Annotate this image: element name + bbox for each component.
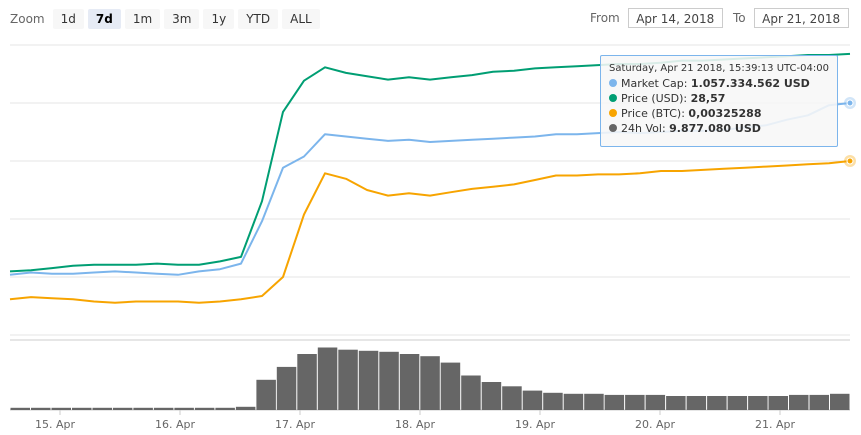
volume-bar — [10, 407, 30, 410]
volume-bar — [235, 406, 256, 410]
volume-bar — [584, 393, 604, 410]
range-to: To Apr 21, 2018 — [733, 8, 849, 28]
x-tick-label: 18. Apr — [395, 418, 435, 431]
to-date-input[interactable]: Apr 21, 2018 — [753, 8, 849, 28]
tooltip-name: Market Cap — [621, 77, 684, 90]
volume-bar — [72, 407, 92, 410]
tooltip-row-market-cap: Market Cap: 1.057.334.562 USD — [609, 76, 829, 91]
volume-bar — [768, 396, 788, 410]
volume-bar — [358, 350, 379, 410]
tooltip-value: 9.877.080 USD — [669, 122, 761, 135]
volume-bar — [440, 362, 461, 410]
x-tick-label: 20. Apr — [635, 418, 675, 431]
zoom-1y-button[interactable]: 1y — [203, 9, 235, 29]
volume-bar — [112, 407, 133, 410]
volume-bar — [92, 407, 112, 410]
tooltip-row-volume: 24h Vol: 9.877.080 USD — [609, 121, 829, 136]
volume-bar — [215, 407, 235, 410]
volume-dot-icon — [609, 124, 617, 132]
from-label: From — [590, 11, 620, 25]
volume-bar — [51, 407, 71, 410]
x-tick-label: 21. Apr — [755, 418, 795, 431]
volume-bar — [481, 382, 502, 410]
price-usd-dot-icon — [609, 94, 617, 102]
zoom-1m-button[interactable]: 1m — [124, 9, 161, 29]
volume-bar — [256, 379, 276, 410]
volume-bar — [194, 407, 215, 410]
volume-bar — [502, 386, 522, 410]
hover-point — [846, 157, 854, 165]
x-axis-ticks: 15. Apr 16. Apr 17. Apr 18. Apr 19. Apr 20. A… — [35, 410, 795, 431]
volume-bar — [666, 396, 686, 410]
tooltip-value: 1.057.334.562 USD — [690, 77, 810, 90]
volume-bar — [748, 396, 768, 410]
volume-bar — [133, 407, 153, 410]
tooltip-name: Price (BTC) — [621, 107, 682, 120]
volume-bar — [686, 396, 707, 410]
hover-markers — [844, 97, 856, 167]
x-tick-label: 15. Apr — [35, 418, 75, 431]
volume-bar — [830, 393, 850, 410]
volume-bar — [645, 394, 666, 410]
volume-bars — [10, 347, 850, 410]
zoom-ytd-button[interactable]: YTD — [238, 9, 279, 29]
volume-bar — [625, 394, 645, 410]
volume-bar — [174, 407, 194, 410]
volume-bar — [809, 394, 829, 410]
volume-bar — [522, 390, 543, 410]
zoom-1d-button[interactable]: 1d — [52, 9, 84, 29]
volume-bar — [789, 394, 809, 410]
x-tick-label: 16. Apr — [155, 418, 195, 431]
price-btc-dot-icon — [609, 109, 617, 117]
to-label: To — [733, 11, 746, 25]
volume-bar — [707, 396, 727, 410]
volume-bar — [727, 396, 748, 410]
volume-bar — [543, 392, 563, 410]
hover-point — [846, 99, 854, 107]
volume-bar — [563, 393, 584, 410]
zoom-label: Zoom — [10, 12, 45, 26]
tooltip-date: Saturday, Apr 21 2018, 15:39:13 UTC-04:0… — [609, 63, 829, 74]
zoom-all-button[interactable]: ALL — [282, 9, 320, 29]
volume-bar — [379, 351, 399, 410]
volume-bar — [153, 407, 174, 410]
volume-bar — [276, 366, 297, 410]
tooltip-name: 24h Vol — [621, 122, 662, 135]
volume-bar — [297, 354, 317, 410]
tooltip-value: 28,57 — [690, 92, 726, 105]
tooltip-name: Price (USD) — [621, 92, 684, 105]
volume-bar — [31, 407, 51, 410]
x-tick-label: 19. Apr — [515, 418, 555, 431]
series-line-price-btc- — [9, 160, 851, 304]
x-tick-label: 17. Apr — [275, 418, 315, 431]
zoom-bar: Zoom 1d 7d 1m 3m 1y YTD ALL — [10, 8, 324, 30]
from-date-input[interactable]: Apr 14, 2018 — [627, 8, 723, 28]
volume-bar — [338, 349, 358, 410]
tooltip-value: 0,00325288 — [688, 107, 762, 120]
tooltip-row-price-usd: Price (USD): 28,57 — [609, 91, 829, 106]
zoom-3m-button[interactable]: 3m — [164, 9, 200, 29]
tooltip-row-price-btc: Price (BTC): 0,00325288 — [609, 106, 829, 121]
grid-lines — [10, 44, 850, 411]
volume-bar — [604, 394, 625, 410]
volume-bar — [399, 354, 420, 410]
range-from: From Apr 14, 2018 — [590, 8, 723, 28]
volume-bar — [461, 375, 481, 410]
chart-tooltip: Saturday, Apr 21 2018, 15:39:13 UTC-04:0… — [600, 55, 838, 147]
market-cap-dot-icon — [609, 79, 617, 87]
zoom-7d-button[interactable]: 7d — [87, 9, 121, 29]
volume-bar — [420, 356, 440, 410]
volume-bar — [317, 347, 338, 410]
